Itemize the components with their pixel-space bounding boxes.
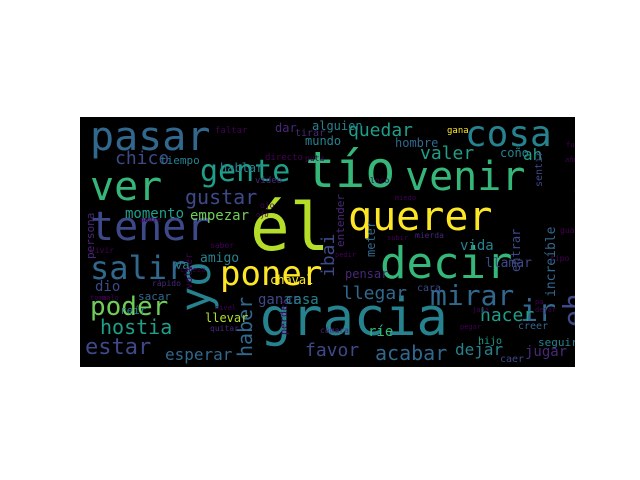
word: dio <box>95 279 121 295</box>
word: eh <box>557 293 575 327</box>
word: momento <box>125 206 185 222</box>
word: empezar <box>190 208 250 224</box>
word: malo <box>102 294 119 302</box>
word: hacer <box>480 305 535 326</box>
word: querer <box>348 194 493 240</box>
word: rápido <box>152 279 181 288</box>
word: nivel <box>215 304 237 312</box>
word: pensar <box>345 267 389 281</box>
word: dar <box>275 121 297 135</box>
word: cabeza <box>180 266 206 274</box>
word: ríe <box>368 324 394 340</box>
word: llegar <box>342 283 408 304</box>
word: perder <box>279 298 290 335</box>
word: llamar <box>485 256 532 271</box>
word: padre <box>140 216 162 224</box>
word: toma <box>90 294 107 302</box>
word: tirar <box>295 128 326 139</box>
word: esperar <box>165 345 233 364</box>
word: seguir <box>538 336 575 349</box>
word: mundo <box>305 134 342 148</box>
word: vivir <box>90 246 115 255</box>
word: pa <box>535 298 544 306</box>
word: jaja <box>472 306 489 314</box>
word: valer <box>420 143 475 164</box>
word: acabar <box>375 341 448 365</box>
word: gente <box>200 154 291 189</box>
word: ojo <box>260 201 275 210</box>
word: reír <box>120 304 147 317</box>
word: puta <box>305 154 325 163</box>
word: chaval <box>270 273 314 287</box>
word: fuera <box>566 141 575 149</box>
word: año <box>565 156 575 164</box>
word: sacar <box>138 290 172 303</box>
word: saber <box>210 241 235 250</box>
word: loco <box>370 176 390 185</box>
word: tiempo <box>160 154 200 167</box>
word: jugar <box>525 344 568 360</box>
word: venir <box>405 154 526 200</box>
word: hablar <box>220 161 264 175</box>
word: gracia <box>260 288 448 348</box>
word: poner <box>220 254 323 294</box>
word: faltar <box>215 126 248 136</box>
word: gana <box>447 126 469 136</box>
word: poder <box>90 292 169 322</box>
word: hijo <box>478 336 503 347</box>
word: ganar <box>258 292 301 308</box>
word-cloud: él gracia tío querer decir pasar ver tener venir… <box>80 117 575 367</box>
word: coño <box>500 146 529 160</box>
word: cosa <box>465 117 552 155</box>
word: ir <box>520 294 557 329</box>
word: entender <box>334 194 347 247</box>
word: va <box>175 258 190 272</box>
word: mirar <box>430 279 515 312</box>
word: subir <box>387 234 409 242</box>
word: gustar <box>185 185 258 209</box>
word: tío <box>305 141 396 199</box>
word: ojo <box>256 211 269 219</box>
word: directo <box>265 153 303 163</box>
word: favor <box>305 340 360 361</box>
word: quitar <box>210 324 239 333</box>
word: señor <box>574 202 575 210</box>
word: tener <box>90 204 211 250</box>
word: decir <box>380 238 513 289</box>
word: pasar <box>90 117 211 160</box>
word: mierda <box>415 231 444 240</box>
word: pedir <box>335 251 357 259</box>
word: dejar <box>535 306 557 314</box>
word: casa <box>285 292 319 308</box>
word: vídeo <box>255 176 283 186</box>
word: cámara <box>320 326 349 335</box>
word: dejar <box>455 340 504 359</box>
word: vida <box>460 238 494 254</box>
word: ah <box>523 145 543 164</box>
word: entrar <box>509 228 523 272</box>
word: tipo <box>550 254 570 263</box>
word: creer <box>518 321 549 332</box>
word: hombre <box>395 136 439 150</box>
word: salir <box>90 249 187 287</box>
word: meter <box>364 220 378 257</box>
word: chico <box>115 148 170 169</box>
word: sentir <box>534 150 545 187</box>
word: guapo <box>560 226 575 235</box>
word: caer <box>500 354 525 365</box>
word: pegar <box>460 323 482 331</box>
word: estar <box>85 335 152 360</box>
word: quedar <box>348 120 414 141</box>
word: miedo <box>395 194 417 202</box>
word: equipo <box>574 187 575 195</box>
word: llevar <box>205 311 249 325</box>
word: hostia <box>100 315 173 339</box>
word: cara <box>417 283 442 294</box>
word: alguien <box>312 119 363 133</box>
word: ver <box>90 164 163 210</box>
word: él <box>250 189 330 266</box>
word: amigo <box>200 251 240 266</box>
